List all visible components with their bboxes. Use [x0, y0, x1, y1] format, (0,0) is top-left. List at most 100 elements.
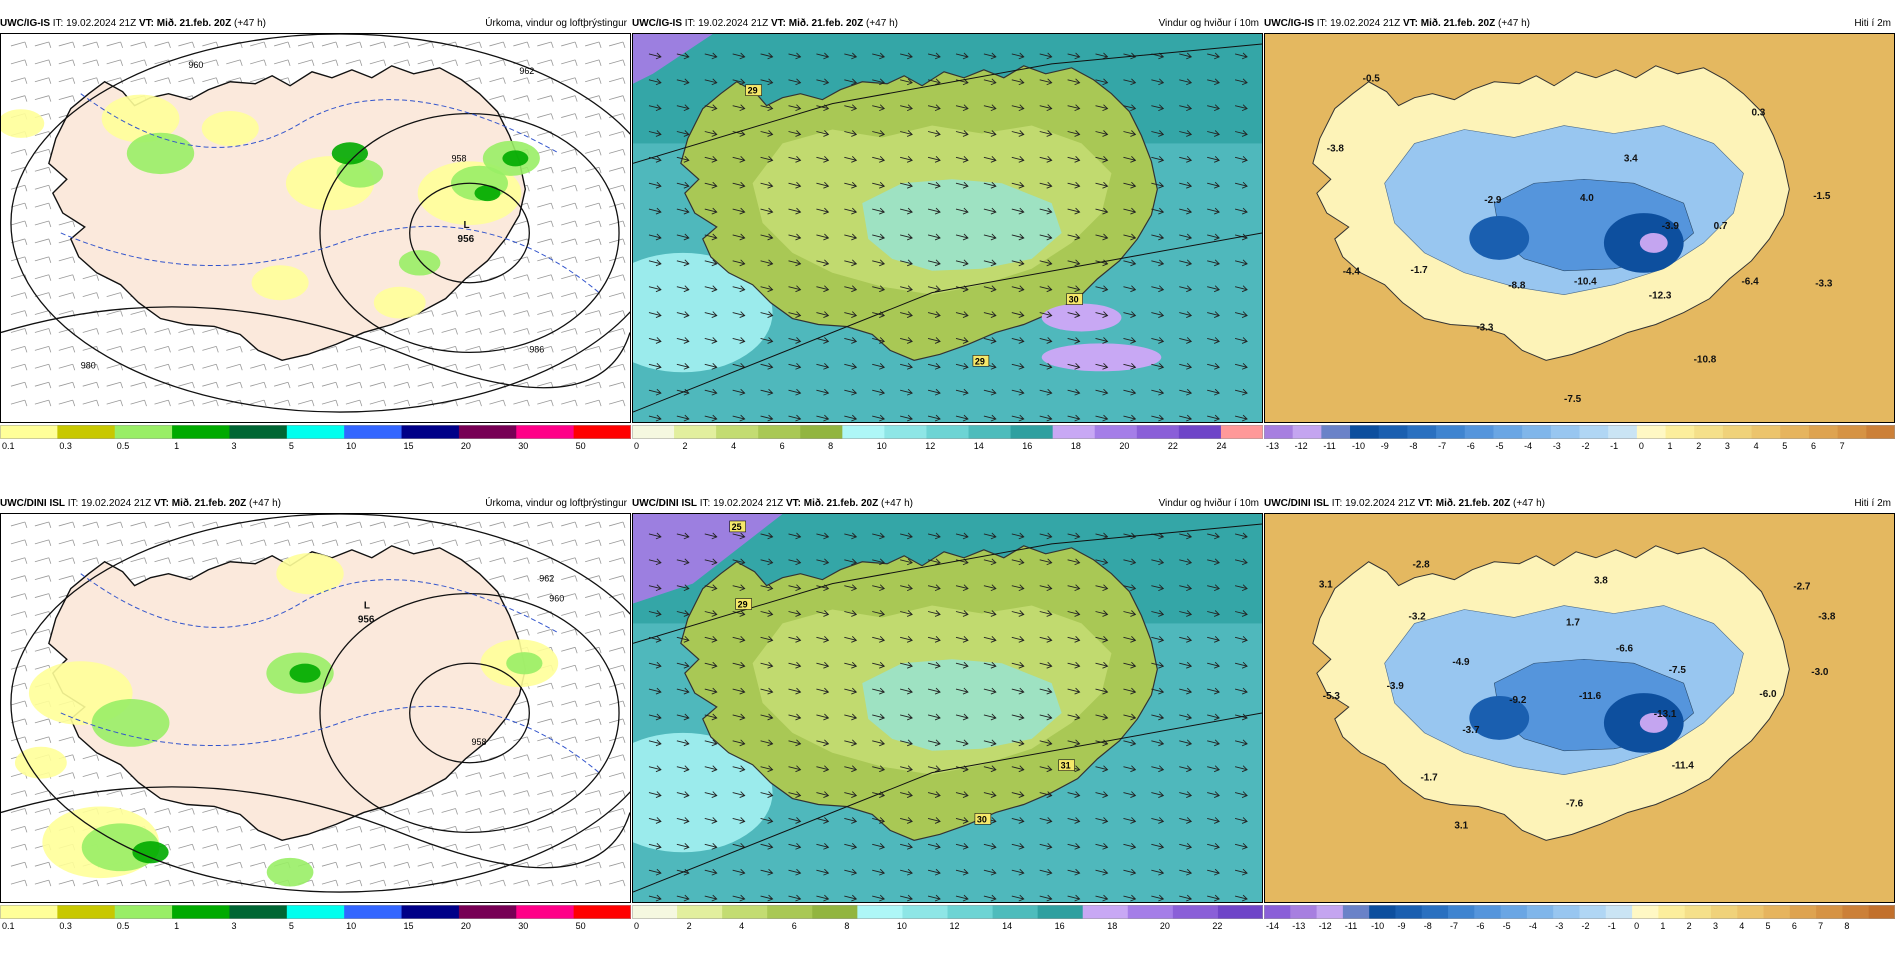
scale-swatch [1751, 425, 1781, 439]
gust-label: 25 [732, 522, 742, 532]
low-pressure-label: L [464, 220, 470, 231]
scale-swatch [1395, 905, 1423, 919]
scale-label: 7 [1840, 441, 1845, 451]
scale-label: 2 [1696, 441, 1701, 451]
temperature-label: -12.3 [1649, 291, 1672, 302]
temperature-label: -9.2 [1509, 695, 1527, 706]
scale-swatch [1789, 905, 1817, 919]
scale-label: -11 [1345, 921, 1357, 931]
scale-swatch [0, 425, 58, 439]
map-panel-precip: UWC/IG-IS IT: 19.02.2024 21Z VT: Mið. 21… [0, 15, 631, 485]
temperature-label: -10.4 [1574, 277, 1597, 288]
scale-label: 18 [1071, 441, 1081, 451]
scale-label: 5 [1782, 441, 1787, 451]
scale-label: -9 [1381, 441, 1389, 451]
scale-swatch [857, 905, 903, 919]
color-scale: 0.1 0.3 0.5 1 3 5 10 15 20 30 50 [0, 905, 631, 931]
scale-swatch [172, 905, 230, 919]
scale-label: 6 [1792, 921, 1797, 931]
scale-swatch [1658, 905, 1686, 919]
coldest-area [1639, 712, 1668, 733]
scale-label: 4 [1754, 441, 1759, 451]
scale-swatch [1082, 905, 1129, 919]
forecast-offset: (+47 h) [234, 18, 266, 29]
scale-label: -7 [1450, 921, 1458, 931]
strong-wind-area [633, 34, 713, 84]
scale-label: 6 [1811, 441, 1816, 451]
gust-label: 29 [748, 86, 758, 96]
scale-swatch [1837, 425, 1867, 439]
scale-label: 4 [1739, 921, 1744, 931]
panel-header: UWC/IG-IS IT: 19.02.2024 21Z VT: Mið. 21… [0, 15, 631, 33]
scale-swatch [1632, 905, 1659, 919]
color-scale: 0 2 4 6 8 10 12 14 16 18 20 22 24 [632, 425, 1263, 451]
scale-swatch [1608, 425, 1638, 439]
map-panel-wind: UWC/IG-IS IT: 19.02.2024 21Z VT: Mið. 21… [632, 15, 1263, 485]
temperature-label: -6.6 [1616, 643, 1634, 654]
temperature-label: -3.8 [1327, 143, 1345, 154]
scale-label: -10 [1371, 921, 1384, 931]
scale-swatch [1808, 425, 1839, 439]
scale-swatch [57, 905, 116, 919]
temperature-label: 4.0 [1580, 193, 1594, 204]
panel-title: Úrkoma, vindur og loftþrýstingur [485, 18, 627, 29]
scale-label: -12 [1295, 441, 1308, 451]
scale-swatch [1010, 425, 1054, 439]
map-area: L 956 962 958 960 [0, 513, 631, 903]
temperature-label: -3.9 [1387, 681, 1405, 692]
scale-label: -7 [1438, 441, 1446, 451]
panel-title: Hiti í 2m [1854, 18, 1891, 29]
scale-label: -6 [1476, 921, 1484, 931]
scale-swatch [1722, 425, 1753, 439]
scale-label: 14 [974, 441, 984, 451]
panel-title: Vindur og hviður í 10m [1158, 498, 1259, 509]
init-time: IT: 19.02.2024 21Z [699, 498, 784, 509]
scale-swatch [401, 905, 460, 919]
scale-swatch [516, 905, 575, 919]
scale-label: -1 [1610, 441, 1618, 451]
scale-swatch [1522, 425, 1552, 439]
scale-swatch [992, 905, 1039, 919]
scale-swatch [1763, 905, 1791, 919]
scale-label: 0.3 [59, 441, 72, 451]
scale-swatch [812, 905, 858, 919]
temperature-label: 0.3 [1751, 108, 1765, 119]
scale-swatch [1217, 905, 1263, 919]
scale-label: 6 [780, 441, 785, 451]
low-pressure-value: 956 [358, 614, 375, 625]
scale-swatch [1178, 425, 1222, 439]
isobar-label: 986 [529, 344, 544, 354]
scale-label: -4 [1529, 921, 1537, 931]
scale-swatch [1737, 905, 1765, 919]
scale-label: 10 [346, 441, 356, 451]
scale-swatch [1378, 425, 1408, 439]
init-time: IT: 19.02.2024 21Z [684, 18, 769, 29]
color-scale: -13 -12 -11 -10 -9 -8 -7 -6 -5 -4 -3 -2 -1 0 1 2 3 4 5 6 7 [1264, 425, 1895, 451]
scale-label: -5 [1503, 921, 1511, 931]
temperature-label: -3.3 [1815, 279, 1833, 290]
scale-label: 24 [1216, 441, 1226, 451]
scale-label: 12 [950, 921, 960, 931]
scale-swatch [1464, 425, 1494, 439]
color-scale: -14 -13 -12 -11 -10 -9 -8 -7 -6 -5 -4 -3 -2 -1 0 1 2 3 4 5 6… [1264, 905, 1895, 931]
scale-swatch [1407, 425, 1437, 439]
scale-swatch [1474, 905, 1502, 919]
scale-label: 8 [828, 441, 833, 451]
color-scale: 0 2 4 6 8 10 12 14 16 18 20 22 [632, 905, 1263, 931]
scale-swatch [229, 905, 288, 919]
scale-swatch [1436, 425, 1466, 439]
valid-time: VT: Mið. 21.feb. 20Z [138, 18, 232, 29]
scale-swatch [884, 425, 927, 439]
scale-swatch [926, 425, 970, 439]
dashed-contours [60, 93, 600, 294]
scale-label: 1 [174, 921, 179, 931]
temperature-label: -2.8 [1413, 560, 1431, 571]
init-time: IT: 19.02.2024 21Z [67, 498, 152, 509]
scale-swatch [1448, 905, 1475, 919]
scale-swatch [1493, 425, 1523, 439]
scale-swatch [1665, 425, 1695, 439]
scale-label: 2 [1687, 921, 1692, 931]
strong-wind-area [633, 514, 783, 604]
valid-time: VT: Mið. 21.feb. 20Z [153, 498, 247, 509]
sector-line [633, 43, 1262, 164]
